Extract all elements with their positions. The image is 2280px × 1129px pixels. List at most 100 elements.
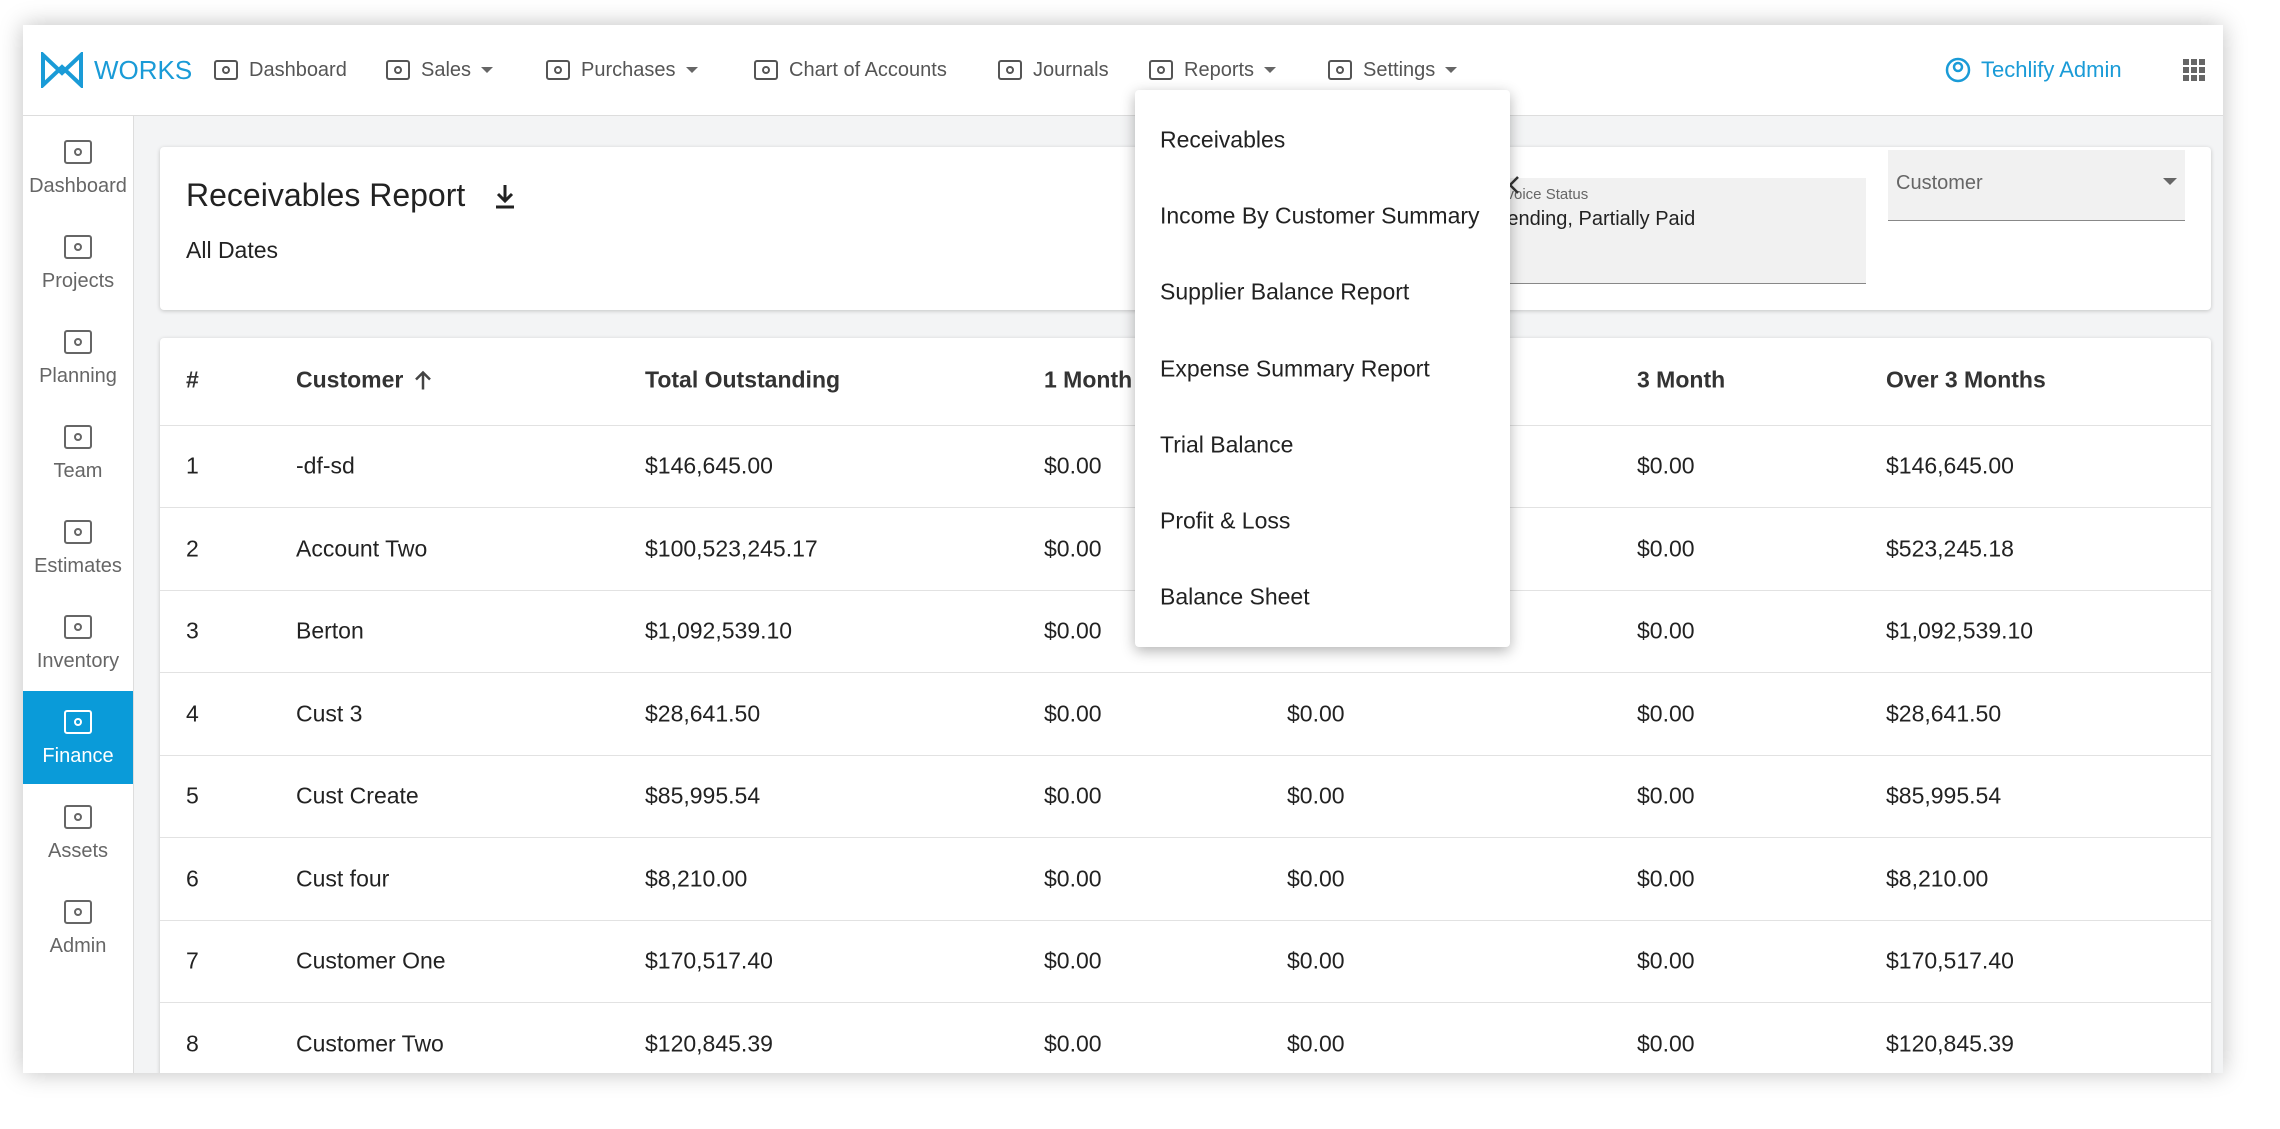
sidebar: Dashboard Projects Planning Team Estimates In… <box>23 116 134 1073</box>
caret <box>1445 67 1458 73</box>
sidebar-item[interactable]: Inventory <box>23 596 133 689</box>
table-cell: $0.00 <box>1637 617 1695 644</box>
apps-icon[interactable] <box>2183 59 2205 81</box>
table-cell: $8,210.00 <box>645 865 748 891</box>
sidebar-label: Team <box>53 460 103 482</box>
table-cell: $0.00 <box>1637 865 1695 891</box>
table-cell: $85,995.54 <box>1886 782 2002 809</box>
icon <box>754 60 778 80</box>
row-divider <box>160 837 2211 839</box>
table-cell: 8 <box>186 1030 199 1056</box>
sidebar-item[interactable]: Team <box>23 406 133 499</box>
column-label: Total Outstanding <box>645 366 841 393</box>
sidebar-label: Projects <box>41 270 115 292</box>
column-label: 3 Month <box>1637 366 1726 393</box>
logo <box>41 52 83 88</box>
nav-item[interactable]: Journals <box>997 25 1109 115</box>
table-cell: 1 <box>186 452 199 479</box>
menu-item[interactable]: Expense Summary Report <box>1160 355 1430 382</box>
sort-icon <box>415 370 432 389</box>
table-cell: $170,517.40 <box>645 947 773 974</box>
table-cell: $120,845.39 <box>645 1030 773 1056</box>
brand[interactable]: WORKS <box>94 55 193 85</box>
sidebar-label: Assets <box>47 840 109 862</box>
table-cell: $28,641.50 <box>1886 700 2002 726</box>
table-cell: Account Two <box>296 535 428 561</box>
table-cell: $0.00 <box>1044 700 1102 726</box>
column-label: Over 3 Months <box>1886 366 2046 393</box>
table-cell: $523,245.18 <box>1886 535 2014 561</box>
table-cell: $0.00 <box>1637 782 1695 809</box>
table-cell: 5 <box>186 782 199 809</box>
sidebar-label: Planning <box>39 365 117 387</box>
table-cell: $0.00 <box>1044 947 1102 974</box>
user-icon <box>1945 57 1971 83</box>
icon <box>1149 60 1173 80</box>
nav-item[interactable]: Chart of Accounts <box>753 25 947 115</box>
caret <box>1264 67 1277 73</box>
column-header[interactable]: 1 Month <box>1044 367 1132 394</box>
nav-item[interactable]: Purchases <box>545 25 698 115</box>
icon <box>64 330 92 354</box>
table-cell: $0.00 <box>1044 782 1102 809</box>
top-nav: WORKS Techlify Admin Dashboard Sales Purch… <box>23 25 2223 116</box>
customer-placeholder: Customer <box>1896 172 1983 194</box>
table-cell: $85,995.54 <box>645 782 761 809</box>
nav-item[interactable]: Sales <box>385 25 494 115</box>
row-divider <box>160 919 2211 921</box>
reports-menu: Receivables Income By Customer Summary Sup… <box>1135 90 1510 647</box>
table-cell: $0.00 <box>1287 947 1345 974</box>
sidebar-label: Admin <box>49 935 107 957</box>
sidebar-item[interactable]: Projects <box>23 216 133 309</box>
nav-item[interactable]: Settings <box>1327 25 1458 115</box>
column-label: # <box>186 366 199 393</box>
table-cell: Cust 3 <box>296 700 363 726</box>
table-cell: $0.00 <box>1637 947 1695 974</box>
sidebar-label: Inventory <box>36 650 120 672</box>
column-header[interactable]: Over 3 Months <box>1886 367 2046 394</box>
user-menu[interactable]: Techlify Admin <box>1945 25 2122 115</box>
column-header[interactable]: Total Outstanding <box>645 367 840 394</box>
sidebar-item[interactable]: Estimates <box>23 501 133 594</box>
column-label: Customer <box>296 366 404 393</box>
menu-item[interactable]: Income By Customer Summary <box>1160 202 1480 229</box>
nav-label: Settings <box>1363 58 1436 81</box>
table-cell: 7 <box>186 947 199 974</box>
table-cell: $0.00 <box>1044 617 1102 644</box>
icon <box>64 520 92 544</box>
column-header[interactable]: 3 Month <box>1637 367 1725 394</box>
nav-item[interactable]: Reports <box>1148 25 1277 115</box>
table-cell: $0.00 <box>1287 700 1345 726</box>
menu-item[interactable]: Balance Sheet <box>1160 583 1310 610</box>
row-divider <box>160 672 2211 674</box>
icon <box>1328 60 1352 80</box>
menu-item[interactable]: Receivables <box>1160 126 1286 153</box>
table-cell: Cust four <box>296 865 390 891</box>
icon <box>546 60 570 80</box>
download-icon[interactable] <box>493 182 517 210</box>
customer-filter[interactable]: Customer <box>1888 150 2185 221</box>
column-header[interactable]: # <box>186 367 199 394</box>
nav-item[interactable]: Dashboard <box>213 25 347 115</box>
menu-item[interactable]: Supplier Balance Report <box>1160 278 1410 305</box>
table-cell: $0.00 <box>1287 865 1345 891</box>
table-cell: $100,523,245.17 <box>645 535 818 561</box>
column-header[interactable]: Customer <box>296 367 433 394</box>
table-cell: $146,645.00 <box>1886 452 2014 479</box>
menu-item[interactable]: Trial Balance <box>1160 431 1294 458</box>
table-cell: $1,092,539.10 <box>1886 617 2034 644</box>
sidebar-item[interactable]: Admin <box>23 881 133 974</box>
menu-item[interactable]: Profit & Loss <box>1160 507 1291 534</box>
sidebar-item[interactable]: Assets <box>23 786 133 879</box>
sidebar-item[interactable]: Dashboard <box>23 121 133 214</box>
sidebar-item[interactable]: Finance <box>23 691 133 784</box>
icon <box>64 710 92 734</box>
status-filter[interactable]: Invoice Status Pending, Partially Paid <box>1490 178 1866 284</box>
nav-label: Journals <box>1033 58 1109 81</box>
sidebar-item[interactable]: Planning <box>23 311 133 404</box>
table-cell: $0.00 <box>1044 452 1102 479</box>
icon <box>998 60 1022 80</box>
caret <box>481 67 494 73</box>
table-cell: $120,845.39 <box>1886 1030 2014 1056</box>
